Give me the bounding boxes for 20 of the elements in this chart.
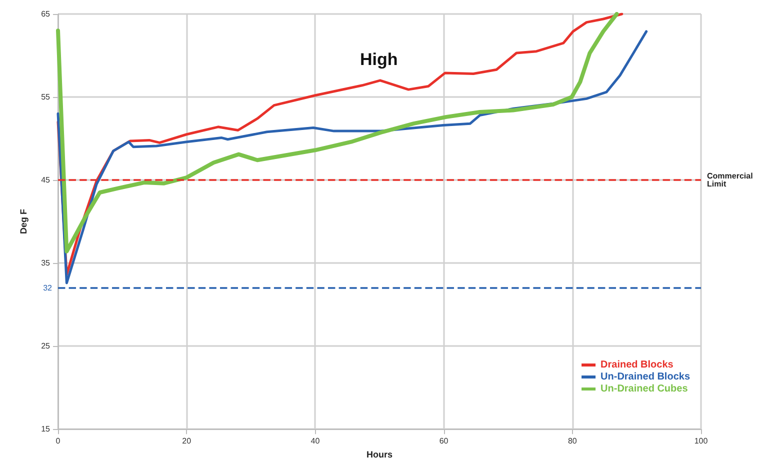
- y-tick-label: 35: [41, 258, 51, 268]
- text: High: [360, 50, 398, 69]
- y-tick-label: 55: [41, 92, 51, 102]
- y-tick-label: 15: [41, 424, 51, 434]
- legend-label: Drained Blocks: [600, 360, 674, 370]
- y-tick-label: 45: [41, 176, 51, 185]
- x-tick-label: 100: [694, 436, 708, 446]
- legend-label: Un-Drained Cubes: [600, 384, 688, 394]
- x-tick-label: 0: [56, 436, 61, 446]
- x-tick-label: 40: [310, 436, 320, 446]
- y-axis-title: Deg F: [18, 208, 28, 234]
- x-tick-label: 20: [182, 436, 192, 446]
- x-tick-label: 60: [439, 436, 449, 446]
- x-tick-label: 80: [568, 436, 578, 446]
- ref-line-label: Commercial Limit: [707, 172, 756, 189]
- x-axis-title: Hours: [366, 450, 393, 460]
- legend-label: Un-Drained Blocks: [600, 372, 690, 382]
- y-tick-label: 25: [41, 342, 51, 351]
- y-tick-label: 65: [41, 10, 51, 18]
- ref-line-label: 32: [43, 283, 53, 292]
